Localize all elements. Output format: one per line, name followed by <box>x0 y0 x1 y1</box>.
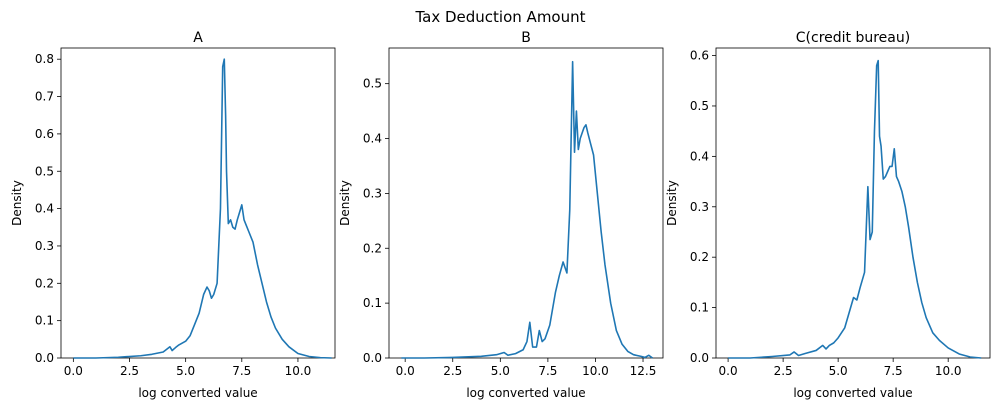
panel-1-y-tick-label: 0.8 <box>35 52 54 66</box>
figure-suptitle: Tax Deduction Amount <box>415 8 586 26</box>
panel-3-axes-frame <box>715 47 991 359</box>
panel-3-y-tick-label: 0.4 <box>690 149 709 163</box>
panel-3-y-axis-label: Density <box>665 180 679 226</box>
panel-2-x-tick-label: 5.0 <box>491 364 510 378</box>
panel-2-y-tick-label: 0.4 <box>363 132 382 146</box>
panel-3-y-tick-label: 0.3 <box>690 200 709 214</box>
panel-2-axes-frame <box>388 47 664 359</box>
panel-2-y-axis-label: Density <box>338 180 352 226</box>
panel-1-x-tick-label: 10.0 <box>285 364 312 378</box>
panel-2-x-tick-label: 10.0 <box>582 364 609 378</box>
panel-2-y-tick-label: 0.3 <box>363 186 382 200</box>
panel-2-x-tick-label: 12.5 <box>630 364 657 378</box>
panel-2-y-tick-label: 0.0 <box>363 351 382 365</box>
panel-1-x-axis-label: log converted value <box>138 386 257 400</box>
panel-2-y-tick-label: 0.2 <box>363 241 382 255</box>
panel-2-y-tick-label: 0.5 <box>363 77 382 91</box>
panel-2-density-line-1 <box>401 60 653 359</box>
panel-1-title: A <box>193 30 203 46</box>
panel-1-x-tick-label: 5.0 <box>176 364 195 378</box>
panel-3-x-axis-label: log converted value <box>793 386 912 400</box>
panel-3-x-tick-label: 0.0 <box>719 364 738 378</box>
panel-3-density-line-1 <box>728 59 982 359</box>
panel-1-y-tick-label: 0.1 <box>35 314 54 328</box>
panel-3-y-tick-label: 0.6 <box>690 49 709 63</box>
panel-2-x-tick-label: 0.0 <box>396 364 415 378</box>
panel-3-y-tick-label: 0.1 <box>690 301 709 315</box>
panel-3-x-tick-label: 10.0 <box>935 364 962 378</box>
panel-2-x-tick-label: 7.5 <box>538 364 557 378</box>
panel-3-y-tick-label: 0.5 <box>690 99 709 113</box>
panel-2-title: B <box>521 30 531 46</box>
panel-2-x-tick-label: 2.5 <box>443 364 462 378</box>
panel-1-x-tick-label: 0.0 <box>64 364 83 378</box>
panel-1-y-tick-label: 0.2 <box>35 276 54 290</box>
panel-1-y-tick-label: 0.5 <box>35 164 54 178</box>
panel-3-x-tick-label: 7.5 <box>884 364 903 378</box>
panel-3-title: C(credit bureau) <box>796 30 910 46</box>
panel-3-y-tick-label: 0.0 <box>690 351 709 365</box>
panel-1-x-tick-label: 2.5 <box>120 364 139 378</box>
panel-2-x-axis-label: log converted value <box>466 386 585 400</box>
panel-1-density-line-1 <box>73 58 332 359</box>
panel-2-y-tick-label: 0.1 <box>363 296 382 310</box>
panel-1-y-tick-label: 0.7 <box>35 90 54 104</box>
panel-1-y-tick-label: 0.3 <box>35 239 54 253</box>
panel-1-y-axis-label: Density <box>10 180 24 226</box>
panel-3-y-tick-label: 0.2 <box>690 250 709 264</box>
panel-1-axes-frame <box>60 47 336 359</box>
panel-3-x-tick-label: 2.5 <box>774 364 793 378</box>
panel-3-x-tick-label: 5.0 <box>829 364 848 378</box>
panel-1-x-tick-label: 7.5 <box>232 364 251 378</box>
panel-1-y-tick-label: 0.0 <box>35 351 54 365</box>
panel-1-y-tick-label: 0.6 <box>35 127 54 141</box>
panel-1-y-tick-label: 0.4 <box>35 202 54 216</box>
